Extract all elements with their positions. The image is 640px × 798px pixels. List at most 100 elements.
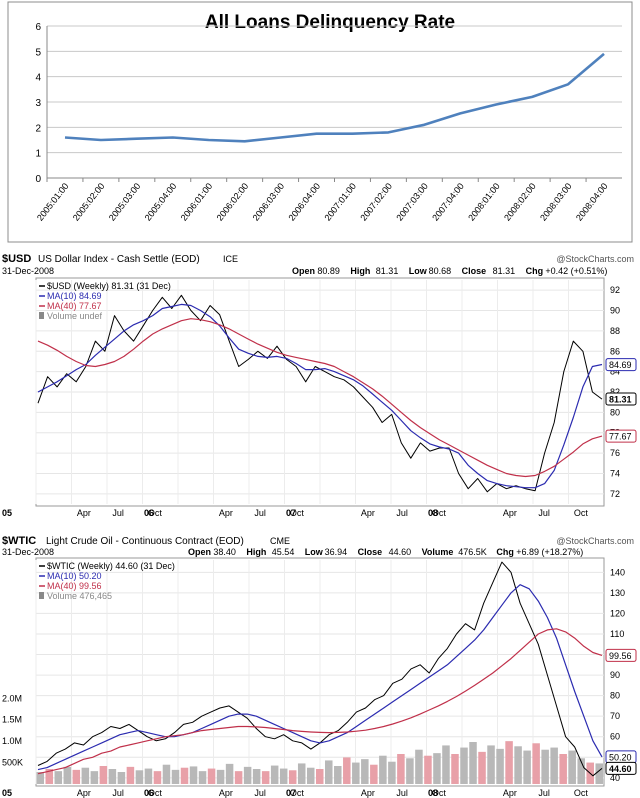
stat-label: Low	[409, 266, 428, 276]
volume-bar	[180, 767, 189, 784]
stat-value: +6.89 (+18.27%)	[516, 547, 583, 557]
y-tick-label: 74	[610, 468, 620, 478]
volume-bar	[207, 768, 216, 784]
volume-bar	[343, 757, 351, 784]
wtic-symbol: $WTIC	[2, 535, 36, 547]
usd-watermark: @StockCharts.com	[556, 254, 634, 264]
x-tick-label: 07	[286, 788, 296, 798]
stat-label: Close	[462, 266, 487, 276]
stat-label: High	[246, 547, 266, 557]
y-tick-label: 140	[610, 567, 625, 577]
x-tick-label: Oct	[290, 508, 305, 518]
volume-bar	[135, 770, 144, 784]
stat-value: 45.54	[272, 547, 295, 557]
wtic-chart: $WTIC Light Crude Oil - Continuous Contr…	[2, 535, 637, 798]
volume-bar	[514, 746, 522, 784]
x-tick-label: Apr	[219, 788, 233, 798]
stat-label: Chg	[496, 547, 514, 557]
volume-tick-label: 2.0M	[2, 693, 22, 703]
x-tick-label: Oct	[148, 508, 163, 518]
chart-title: All Loans Delinquency Rate	[205, 12, 455, 33]
y-tick-label: 110	[610, 629, 624, 639]
volume-bar	[234, 771, 243, 784]
series-line-ma40	[37, 628, 603, 775]
stat-value: 80.68	[429, 266, 452, 276]
x-tick-label: Apr	[77, 788, 91, 798]
volume-bar	[117, 772, 126, 784]
volume-bar	[315, 769, 324, 784]
wtic-exchange: CME	[270, 536, 290, 546]
volume-bar	[162, 764, 171, 784]
volume-tick-label: 500K	[2, 758, 23, 768]
y-tick-label: 72	[610, 489, 620, 499]
volume-bar	[90, 771, 99, 784]
y-tick-label: 0	[35, 174, 41, 185]
y-tick-label: 90	[610, 306, 620, 316]
y-tick-label: 76	[610, 448, 620, 458]
volume-bar	[406, 758, 414, 784]
x-tick-label: Jul	[538, 788, 550, 798]
y-tick-label: 1	[35, 149, 41, 160]
volume-bar	[568, 750, 576, 784]
legend-entry: $USD (Weekly) 81.31 (31 Dec)	[47, 281, 171, 291]
end-label: 50.20	[609, 752, 632, 762]
x-tick-label: Jul	[254, 508, 266, 518]
y-tick-label: 84	[610, 367, 620, 377]
volume-bar	[325, 760, 333, 784]
y-tick-label: 80	[610, 691, 620, 701]
x-tick-label: Oct	[574, 788, 589, 798]
x-tick-label: Jul	[254, 788, 266, 798]
x-tick-label: 08	[428, 508, 438, 518]
y-tick-label: 2	[35, 123, 41, 134]
volume-bar	[361, 759, 369, 784]
usd-exchange: ICE	[223, 254, 238, 264]
volume-bar	[379, 755, 387, 784]
usd-chart: $USD US Dollar Index - Cash Settle (EOD)…	[2, 253, 637, 518]
volume-bar	[388, 761, 396, 784]
volume-bar	[63, 766, 72, 784]
y-tick-label: 90	[610, 670, 620, 680]
x-tick-label: Apr	[503, 508, 517, 518]
y-tick-label: 60	[610, 732, 620, 742]
y-tick-label: 5	[35, 47, 41, 58]
x-tick-label: Oct	[148, 788, 163, 798]
x-tick-label: Apr	[361, 788, 375, 798]
series-line	[64, 52, 605, 143]
volume-bar	[577, 758, 585, 784]
x-tick-label: Jul	[396, 508, 408, 518]
wtic-date: 31-Dec-2008	[2, 547, 54, 557]
volume-bar	[153, 771, 162, 784]
volume-bar	[532, 743, 540, 784]
stat-value: 81.31	[493, 266, 516, 276]
y-tick-label: 4	[35, 73, 41, 84]
volume-bar	[334, 766, 342, 784]
x-tick-label: Apr	[77, 508, 91, 518]
end-label: 81.31	[609, 395, 632, 405]
x-tick-label: Apr	[503, 788, 517, 798]
end-label-box	[605, 358, 637, 372]
volume-bar	[370, 764, 378, 784]
volume-bar	[433, 753, 441, 784]
y-tick-label: 3	[35, 98, 41, 109]
legend-entry: MA(40) 99.56	[47, 581, 102, 591]
stat-label: Open	[188, 547, 211, 557]
volume-bar	[352, 762, 360, 784]
end-label-box	[605, 761, 637, 775]
volume-bar	[297, 763, 306, 784]
volume-bar	[397, 754, 405, 784]
volume-bar	[171, 769, 180, 784]
x-tick-label: 08	[428, 788, 438, 798]
legend-entry: Volume undef	[47, 311, 103, 321]
stat-label: High	[350, 266, 370, 276]
volume-bar	[198, 771, 207, 784]
volume-bar	[81, 767, 90, 784]
volume-bar	[108, 769, 117, 784]
volume-bar	[72, 769, 81, 784]
x-tick-label: Oct	[432, 788, 447, 798]
x-tick-label: 06	[144, 788, 154, 798]
volume-bar	[469, 742, 477, 784]
end-label-box	[605, 648, 637, 662]
y-tick-label: 86	[610, 346, 620, 356]
x-tick-label: Apr	[361, 508, 375, 518]
x-tick-label: Jul	[112, 508, 124, 518]
